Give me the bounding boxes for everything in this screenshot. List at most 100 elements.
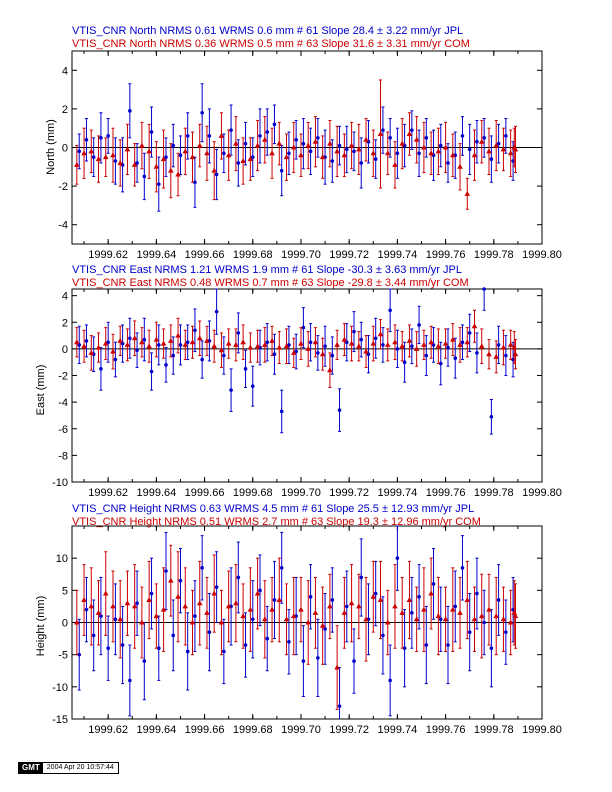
height-y-tick-label: 5 <box>62 585 68 597</box>
north-x-tick-label: 1999.74 <box>378 249 418 261</box>
east-jpl-point <box>185 340 190 345</box>
height-jpl-point <box>438 617 443 622</box>
east-jpl-point <box>438 361 443 366</box>
height-com-point <box>392 603 398 609</box>
north-com-point <box>254 142 261 148</box>
height-jpl-point <box>84 607 89 612</box>
north-com-point <box>146 148 152 154</box>
east-jpl-point <box>373 336 378 341</box>
height-title-jpl: VTIS_CNR Height NRMS 0.63 WRMS 4.5 mm # … <box>72 503 474 515</box>
height-jpl-point <box>222 649 226 654</box>
east-com-point <box>102 340 109 346</box>
height-jpl-point <box>149 591 154 596</box>
north-jpl-point <box>200 110 204 115</box>
height-com-point <box>204 609 210 615</box>
height-com-point <box>269 606 275 612</box>
east-com-point <box>392 339 398 345</box>
north-com-point <box>225 152 232 158</box>
east-jpl-point <box>330 353 335 358</box>
east-jpl-point <box>135 348 139 353</box>
east-jpl-point <box>214 309 219 314</box>
north-jpl-point <box>128 109 132 113</box>
north-jpl-point <box>229 128 233 132</box>
height-jpl-point <box>156 646 161 651</box>
north-com-point <box>327 140 333 146</box>
north-jpl-point <box>279 168 284 173</box>
height-jpl-point <box>200 566 204 570</box>
north-com-point <box>399 140 406 146</box>
height-com-point <box>88 603 95 609</box>
height-jpl-point <box>330 598 335 602</box>
height-com-point <box>153 613 160 619</box>
north-jpl-point <box>438 143 443 148</box>
height-com-point <box>225 603 232 609</box>
height-com-point <box>341 609 348 615</box>
height-jpl-point <box>373 591 378 596</box>
height-jpl-point <box>214 585 219 589</box>
north-com-point <box>153 163 160 169</box>
north-com-point <box>110 152 116 158</box>
height-jpl-point <box>301 659 306 663</box>
height-com-point <box>247 606 254 612</box>
east-y-tick-label: 0 <box>62 344 68 356</box>
east-jpl-point <box>323 344 327 349</box>
height-y-tick-label: -15 <box>52 714 68 726</box>
east-jpl-point <box>222 353 226 358</box>
east-com-point <box>182 341 189 347</box>
north-jpl-point <box>207 134 212 138</box>
north-jpl-point <box>84 137 89 142</box>
height-jpl-point <box>243 643 248 647</box>
north-jpl-point <box>258 134 262 138</box>
north-com-point <box>478 138 485 144</box>
height-com-point <box>240 613 246 619</box>
height-jpl-point <box>77 652 82 657</box>
north-jpl-point <box>214 172 219 177</box>
east-jpl-point <box>193 328 197 333</box>
east-com-point <box>283 343 290 349</box>
height-com-point <box>160 606 167 612</box>
east-com-point <box>298 340 304 346</box>
height-com-point <box>189 619 196 625</box>
east-jpl-point <box>164 363 168 367</box>
east-com-point <box>327 367 333 373</box>
height-com-point <box>464 596 471 602</box>
north-jpl-point <box>475 139 479 144</box>
north-com-point <box>182 148 189 154</box>
east-com-point <box>478 343 485 349</box>
height-jpl-point <box>388 678 392 683</box>
north-jpl-point <box>106 134 110 138</box>
height-jpl-point <box>287 640 291 644</box>
height-com-point <box>507 619 514 625</box>
east-jpl-point <box>381 343 385 347</box>
north-jpl-point <box>330 159 335 163</box>
north-com-point <box>377 130 384 136</box>
north-jpl-point <box>222 151 226 156</box>
north-jpl-point <box>482 136 486 140</box>
height-jpl-point <box>446 643 450 647</box>
east-com-point <box>240 339 246 345</box>
east-jpl-point <box>178 343 183 347</box>
east-jpl-point <box>352 329 356 334</box>
north-jpl-point <box>410 128 414 132</box>
east-jpl-point <box>229 388 233 392</box>
north-x-tick-label: 1999.64 <box>136 249 176 261</box>
east-jpl-point <box>272 352 277 357</box>
east-jpl-point <box>294 349 298 354</box>
height-com-point <box>413 616 420 622</box>
height-com-point <box>428 590 434 596</box>
north-x-tick-label: 1999.70 <box>281 249 321 261</box>
north-jpl-point <box>178 153 183 158</box>
east-com-point <box>225 340 232 346</box>
east-com-point <box>428 339 434 345</box>
north-jpl-point <box>460 134 465 138</box>
height-jpl-point <box>482 620 486 625</box>
east-y-tick-label: -10 <box>52 477 68 489</box>
north-com-point <box>240 158 246 164</box>
height-com-point <box>478 613 485 619</box>
east-com-point <box>500 344 507 350</box>
east-jpl-point <box>460 340 465 345</box>
height-com-point <box>471 616 478 622</box>
height-com-point <box>74 619 80 625</box>
height-jpl-point <box>352 659 356 663</box>
